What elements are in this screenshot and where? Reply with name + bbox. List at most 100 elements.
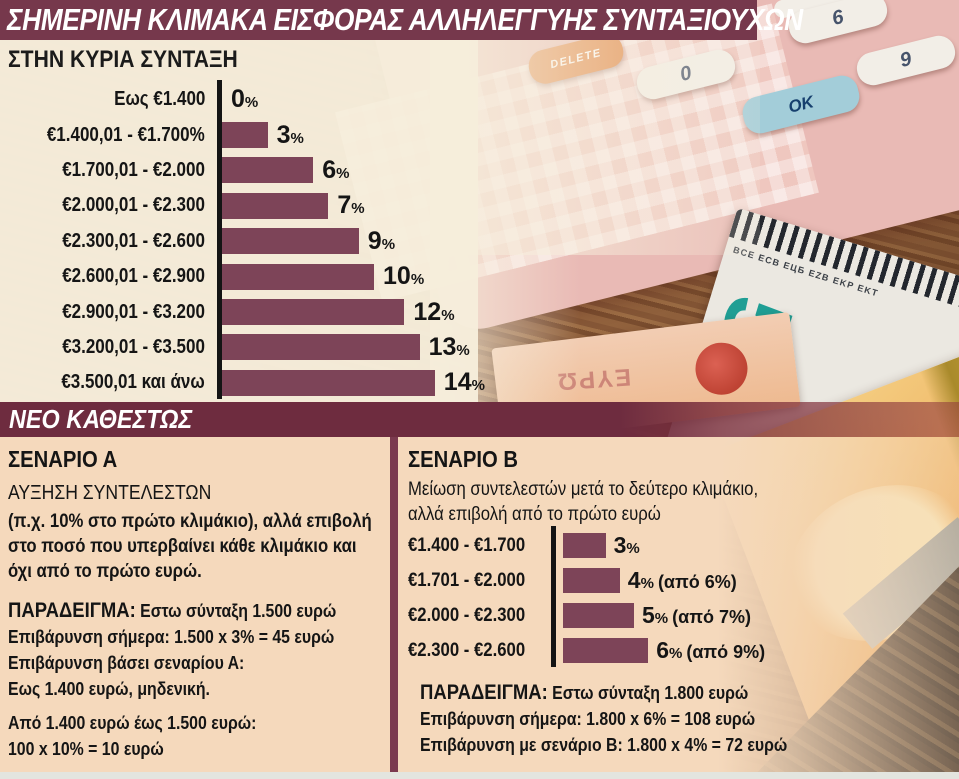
- bar-value: 3: [613, 532, 627, 558]
- bar-value: 12: [413, 297, 442, 326]
- chart-row: Εως €1.400 0%: [0, 82, 485, 117]
- scenario-a-description: (π.χ. 10% στο πρώτο κλιμάκιο), αλλά επιβ…: [8, 511, 372, 582]
- bracket-label: €2.000,01 - €2.300: [62, 194, 205, 217]
- header-bar: ΣΗΜΕΡΙΝΗ ΚΛΙΜΑΚΑ ΕΙΣΦΟΡΑΣ ΑΛΛΗΛΕΓΓΥΗΣ ΣΥ…: [0, 0, 803, 40]
- percent-sign: %: [336, 164, 350, 182]
- bracket-label: €1.701 - €2.000: [408, 569, 526, 591]
- bar: [563, 568, 620, 593]
- main-bar-chart: Εως €1.400 0% €1.400,01 - €1.700% 3% €1.…: [0, 82, 485, 401]
- percent-sign: %: [351, 200, 365, 218]
- example-line: Επιβάρυνση σήμερα: 1.800 x 6% = 108 ευρώ: [420, 709, 756, 729]
- bar-value: 14: [443, 368, 472, 397]
- bar: [563, 533, 606, 558]
- six-key-label: 6: [829, 5, 846, 31]
- bottom-edge-strip: [0, 772, 959, 779]
- chart-row: €2.900,01 - €3.200 12%: [0, 294, 485, 329]
- example-line: Επιβάρυνση βάσει σεναρίου Α:: [8, 653, 245, 673]
- bar-value: 0: [231, 85, 245, 114]
- new-regime-title: ΝΕΟ ΚΑΘΕΣΤΩΣ: [9, 404, 193, 434]
- chart-row: €2.300,01 - €2.600 9%: [0, 224, 485, 259]
- chart-row: €1.400 - €1.700 3%: [408, 528, 828, 563]
- percent-sign: %: [441, 306, 455, 324]
- bar: [222, 299, 405, 326]
- percent-sign: %: [668, 645, 683, 662]
- percent-sign: %: [290, 129, 304, 147]
- scenario-a-subtitle: ΑΥΞΗΣΗ ΣΥΝΤΕΛΕΣΤΩΝ: [8, 482, 212, 504]
- main-chart-axis: [217, 80, 222, 399]
- bar: [222, 369, 435, 396]
- example-label: ΠΑΡΑΔΕΙΓΜΑ:: [8, 599, 136, 622]
- example-line: Επιβάρυνση με σενάριο Β: 1.800 x 4% = 72…: [420, 735, 788, 755]
- bar-value: 7: [337, 191, 352, 220]
- main-chart-subtitle: ΣΤΗΝ ΚΥΡΙΑ ΣΥΝΤΑΞΗ: [8, 46, 238, 73]
- bar-note: (από 7%): [672, 607, 751, 627]
- percent-sign: %: [456, 341, 470, 359]
- percent-sign: %: [410, 271, 425, 289]
- scenario-b-panel: [398, 437, 959, 772]
- bar: [222, 157, 314, 184]
- bar-value: 10: [383, 262, 411, 291]
- chart-row: €3.200,01 - €3.500 13%: [0, 330, 485, 365]
- bar: [222, 334, 420, 361]
- bracket-label: €1.400 - €1.700: [408, 534, 526, 556]
- percent-sign: %: [654, 610, 669, 627]
- chart-row: €2.300 - €2.600 6% (από 9%): [408, 633, 828, 668]
- example-intro: Εστω σύνταξη 1.500 ευρώ: [140, 601, 337, 621]
- scenario-a-block: ΣΕΝΑΡΙΟ Α ΑΥΞΗΣΗ ΣΥΝΤΕΛΕΣΤΩΝ (π.χ. 10% σ…: [8, 446, 388, 584]
- bar: [563, 603, 634, 628]
- bar-note: (από 6%): [657, 572, 737, 592]
- new-regime-band: ΝΕΟ ΚΑΘΕΣΤΩΣ: [0, 402, 959, 437]
- chart-row: €2.000 - €2.300 5% (από 7%): [408, 598, 828, 633]
- example-intro: Εστω σύνταξη 1.800 ευρώ: [552, 683, 749, 703]
- bar: [563, 638, 649, 663]
- scenario-b-title: ΣΕΝΑΡΙΟ Β: [408, 446, 518, 472]
- bracket-label: €2.300 - €2.600: [408, 639, 526, 661]
- bracket-label: €1.700,01 - €2.000: [62, 158, 205, 181]
- example-line: 100 x 10% = 10 ευρώ: [8, 739, 164, 759]
- scenario-b-description: Μείωση συντελεστών μετά το δεύτερο κλιμά…: [408, 479, 759, 525]
- bar-value: 13: [428, 332, 457, 361]
- bar-value: 3: [276, 120, 291, 149]
- red-seal-icon: [692, 339, 751, 398]
- percent-sign: %: [381, 235, 396, 253]
- percent-sign: %: [626, 540, 640, 557]
- bar-value: 9: [367, 226, 382, 255]
- column-divider: [390, 437, 398, 772]
- chart-row: €2.000,01 - €2.300 7%: [0, 188, 485, 223]
- bracket-label: €2.300,01 - €2.600: [62, 229, 205, 252]
- bar: [222, 263, 374, 290]
- bracket-label: €3.500,01 και άνω: [61, 371, 205, 394]
- percent-sign: %: [640, 575, 654, 592]
- scenario-a-example: ΠΑΡΑΔΕΙΓΜΑ: Εστω σύνταξη 1.500 ευρώ Επιβ…: [8, 598, 381, 762]
- chart-row: €3.500,01 και άνω 14%: [0, 365, 485, 400]
- example-line: Εως 1.400 ευρώ, μηδενική.: [8, 679, 210, 699]
- bar: [222, 192, 329, 219]
- ok-key-label: OK: [786, 91, 816, 117]
- chart-row: €1.400,01 - €1.700% 3%: [0, 117, 485, 152]
- chart-row: €1.701 - €2.000 4% (από 6%): [408, 563, 828, 598]
- example-line: Επιβάρυνση σήμερα: 1.500 x 3% = 45 ευρώ: [8, 627, 335, 647]
- scenario-b-block: ΣΕΝΑΡΙΟ Β Μείωση συντελεστών μετά το δεύ…: [408, 446, 828, 527]
- nine-key-label: 9: [897, 47, 914, 73]
- bracket-label: Εως €1.400: [113, 88, 205, 111]
- example-label: ΠΑΡΑΔΕΙΓΜΑ:: [420, 681, 548, 704]
- bracket-label: €3.200,01 - €3.500: [62, 335, 205, 358]
- bracket-label: €1.400,01 - €1.700%: [47, 123, 205, 146]
- bracket-label: €2.900,01 - €3.200: [62, 300, 205, 323]
- bar-value: 6: [322, 155, 337, 184]
- bar: [222, 122, 268, 149]
- bracket-label: €2.000 - €2.300: [408, 604, 526, 626]
- page-title: ΣΗΜΕΡΙΝΗ ΚΛΙΜΑΚΑ ΕΙΣΦΟΡΑΣ ΑΛΛΗΛΕΓΓΥΗΣ ΣΥ…: [7, 2, 803, 37]
- example-line: Από 1.400 ευρώ έως 1.500 ευρώ:: [8, 713, 257, 733]
- scenario-a-title: ΣΕΝΑΡΙΟ Α: [8, 446, 118, 472]
- bracket-label: €2.600,01 - €2.900: [62, 265, 205, 288]
- bar-value: 5: [642, 602, 655, 628]
- translucent-cream-overlay: [430, 40, 760, 255]
- scenario-b-bar-chart: €1.400 - €1.700 3% €1.701 - €2.000 4% (απ…: [408, 528, 828, 668]
- percent-sign: %: [471, 377, 485, 395]
- chart-row: €1.700,01 - €2.000 6%: [0, 153, 485, 188]
- bar-value: 4: [627, 567, 641, 593]
- scenario-a-panel: [0, 437, 390, 772]
- chart-row: €2.600,01 - €2.900 10%: [0, 259, 485, 294]
